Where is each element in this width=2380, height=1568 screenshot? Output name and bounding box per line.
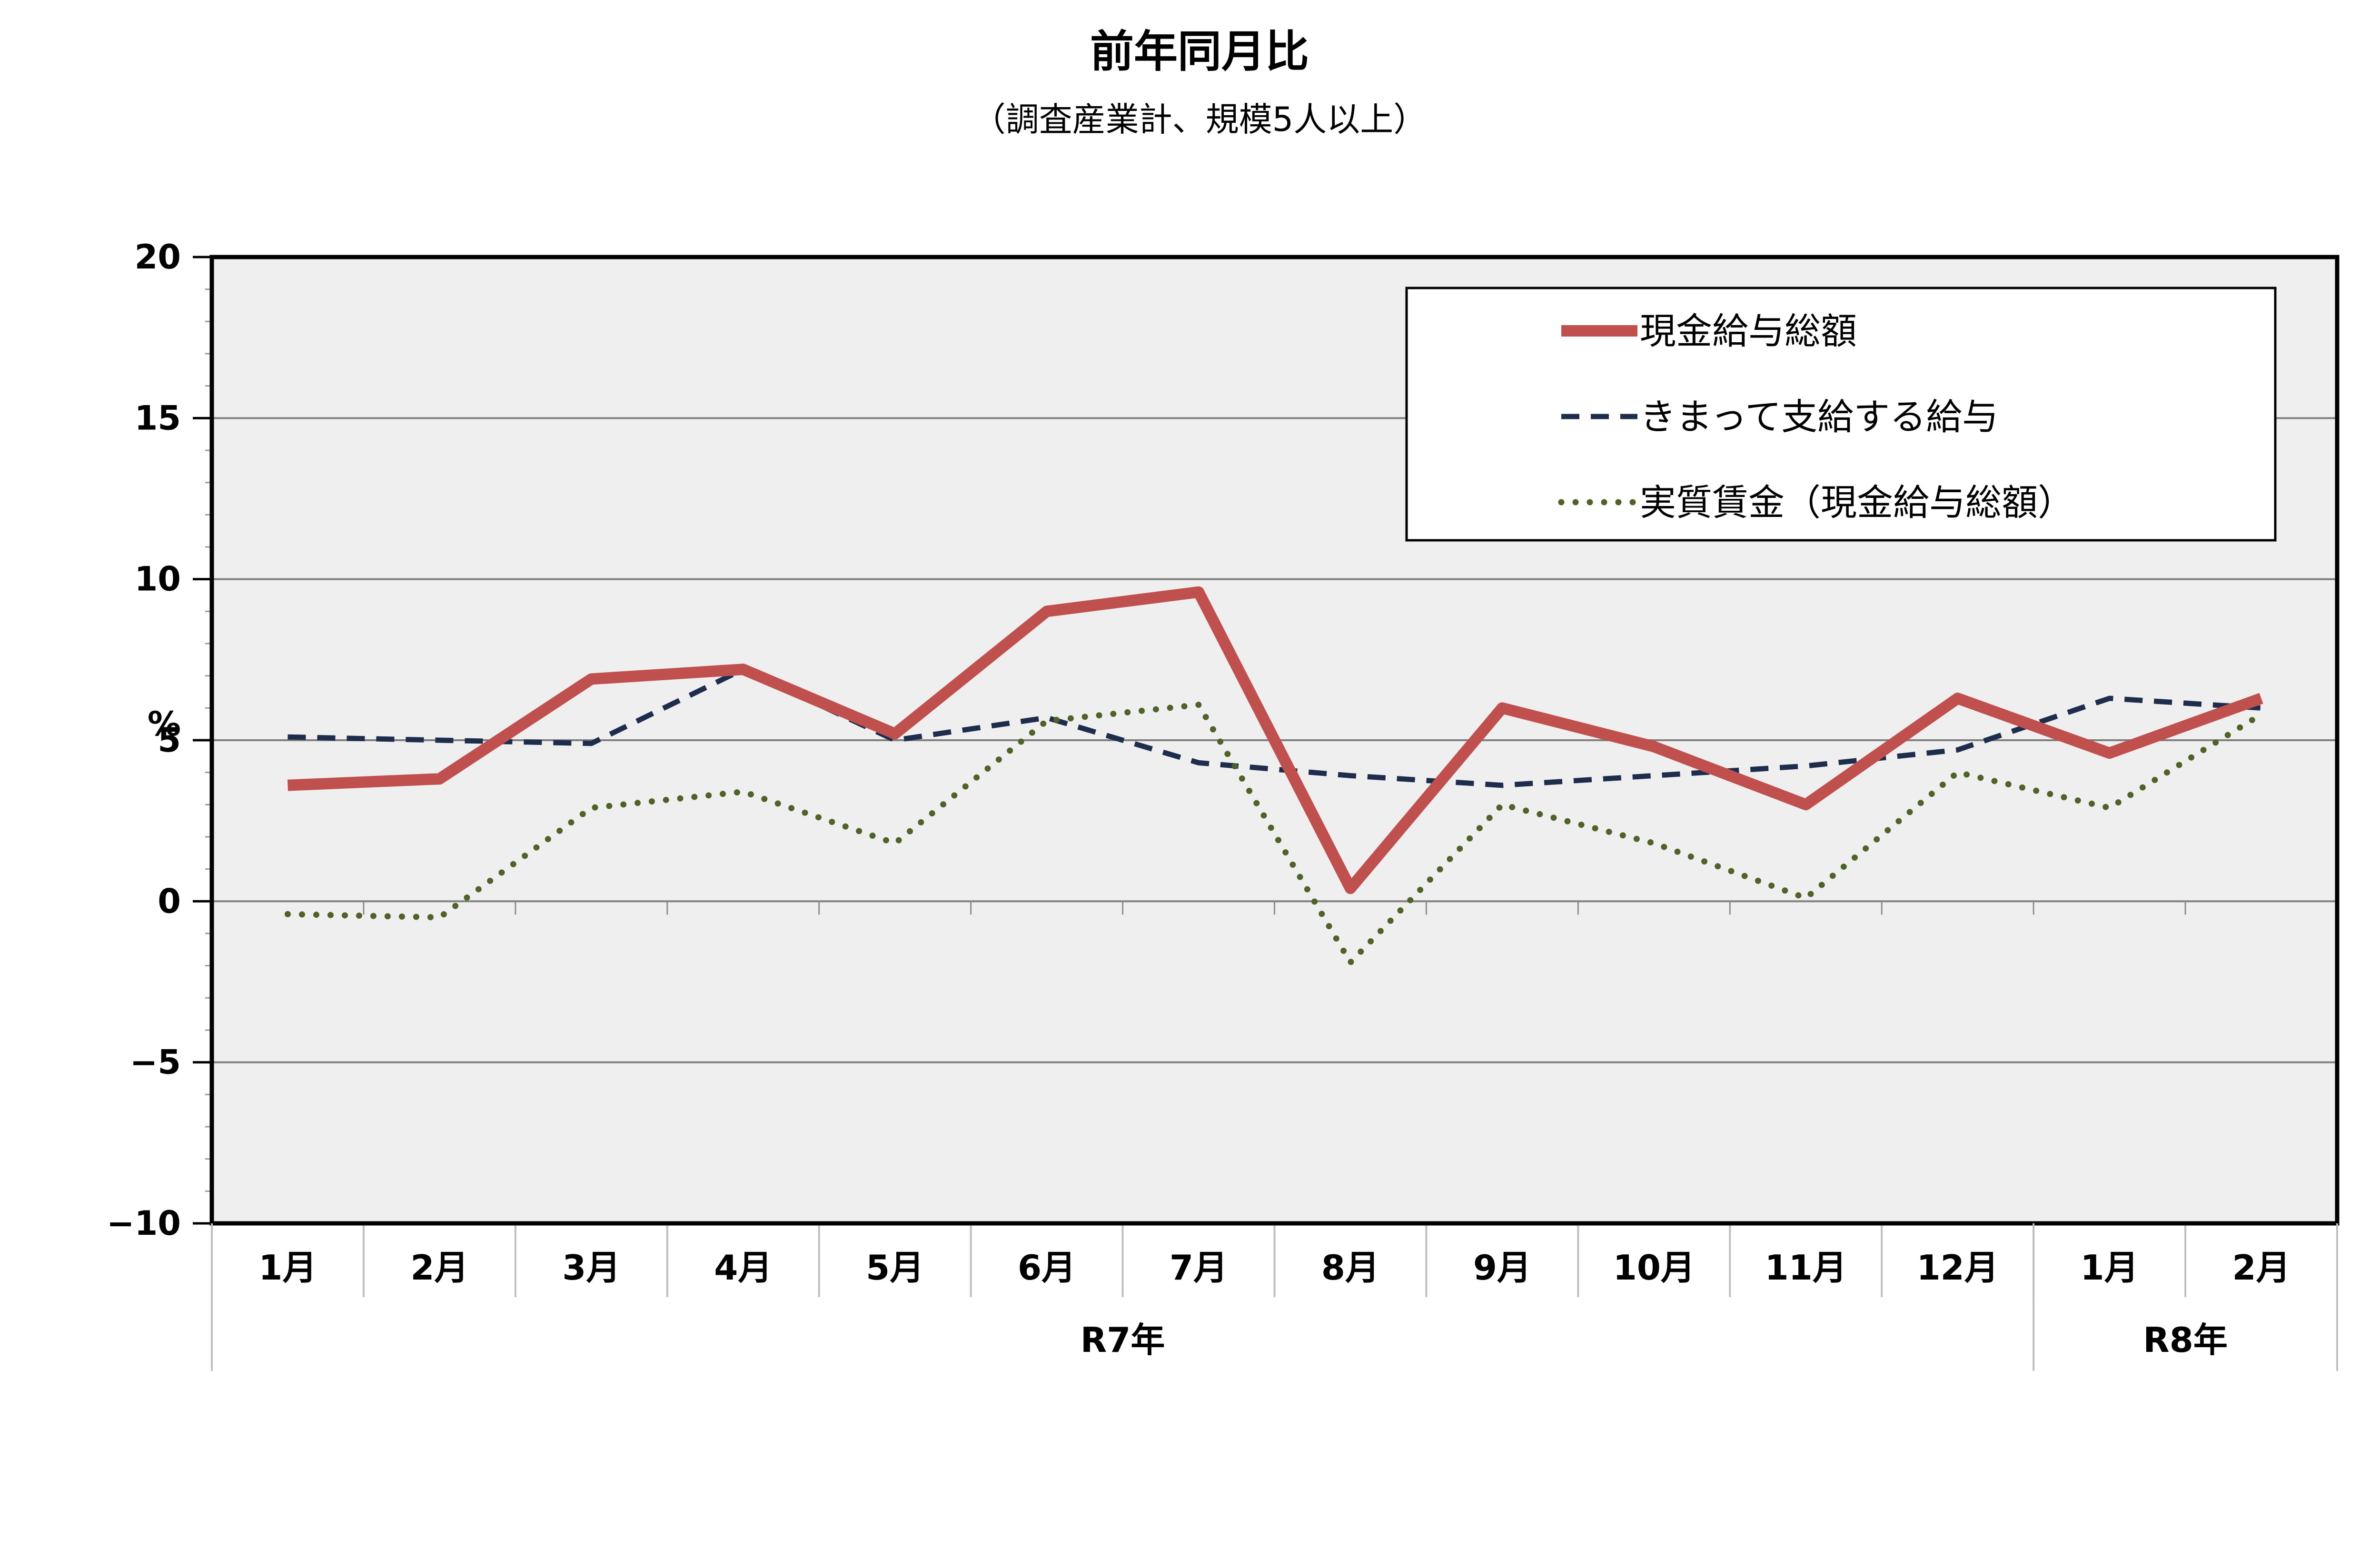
data-point-s1 [287, 785, 288, 786]
legend-label: 実質賃金（現金給与総額） [1640, 481, 2074, 524]
series-layer [284, 586, 2265, 966]
data-point-s1 [2261, 698, 2262, 699]
data-point-s3 [1046, 720, 1047, 721]
data-point-s1 [894, 733, 895, 734]
data-point-s3 [439, 917, 440, 918]
data-point-s3 [1502, 804, 1503, 805]
data-point-s3 [1654, 843, 1655, 844]
data-point-s2 [2109, 698, 2110, 699]
x-tick-label: 12月 [1917, 1248, 1999, 1288]
data-point-s1 [1502, 707, 1503, 708]
y-tick-label: −5 [130, 1043, 181, 1082]
y-tick-label: −10 [107, 1204, 181, 1243]
data-point-s1 [743, 669, 744, 670]
x-tick-label: 2月 [410, 1248, 468, 1288]
data-point-s2 [894, 740, 895, 741]
data-point-s1 [439, 778, 440, 779]
data-point-s2 [1654, 775, 1655, 776]
year-group-label: R7年 [1081, 1320, 1165, 1360]
data-point-s3 [743, 791, 744, 792]
legend-label: 現金給与総額 [1640, 310, 1857, 352]
data-point-s1 [591, 678, 592, 679]
y-tick-label: 10 [135, 560, 181, 599]
data-point-s2 [2261, 707, 2262, 708]
x-tick-label: 1月 [2081, 1248, 2139, 1288]
data-point-s2 [1805, 765, 1806, 766]
data-point-s2 [287, 736, 288, 737]
x-tick-label: 7月 [1170, 1248, 1228, 1288]
series-line-3 [284, 702, 2265, 966]
data-point-s2 [591, 743, 592, 744]
legend-label: きまって支給する給与 [1640, 396, 1998, 438]
data-point-s2 [1046, 717, 1047, 718]
data-point-s1 [1805, 804, 1806, 805]
series-line-1 [287, 586, 2263, 894]
y-tick-label: 20 [135, 238, 181, 277]
plot-border [209, 255, 2340, 1226]
data-point-s3 [1957, 772, 1958, 773]
y-minor-ticks [193, 256, 212, 1225]
data-point-s1 [2109, 753, 2110, 754]
data-point-s1 [1654, 746, 1655, 747]
data-point-s3 [1350, 962, 1351, 963]
x-tick-label: 10月 [1613, 1248, 1695, 1288]
x-tick-label: 3月 [562, 1248, 620, 1288]
y-tick-label: 15 [135, 398, 181, 437]
data-point-s3 [287, 913, 288, 914]
y-tick-label: 0 [158, 882, 181, 921]
chart-subtitle: （調査産業計、規模5人以上） [972, 100, 1427, 139]
year-group-label: R8年 [2143, 1320, 2228, 1360]
chart-title: 前年同月比 [1090, 26, 1309, 77]
data-point-s3 [591, 807, 592, 808]
y-tick-labels: 20 15 10 5 0 −5 −10 [107, 238, 181, 1243]
y-axis-label: % [148, 705, 181, 744]
year-group-labels: R7年 R8年 [211, 1223, 2338, 1371]
data-point-s2 [1350, 775, 1351, 776]
x-tick-label: 2月 [2232, 1248, 2290, 1288]
data-point-s2 [1502, 785, 1503, 786]
data-point-s1 [1957, 698, 1958, 699]
data-point-s3 [894, 843, 895, 844]
data-point-s1 [1198, 592, 1199, 593]
x-tick-label: 4月 [714, 1248, 772, 1288]
x-tick-label: 1月 [258, 1248, 317, 1288]
data-point-s3 [2109, 807, 2110, 808]
legend-box [1405, 287, 2277, 542]
data-point-s2 [1198, 762, 1199, 763]
x-category-labels: 1月 2月 3月 4月 5月 6月 7月 8月 9月 10月 11月 12月 1月 2月 [258, 1248, 2290, 1288]
data-point-s2 [1957, 749, 1958, 750]
data-point-s3 [2261, 714, 2262, 715]
x-tick-label: 9月 [1473, 1248, 1531, 1288]
x-tick-label: 8月 [1321, 1248, 1379, 1288]
x-tick-label: 6月 [1018, 1248, 1076, 1288]
data-point-s2 [439, 740, 440, 741]
x-tick-label: 11月 [1765, 1248, 1847, 1288]
data-point-s1 [1350, 888, 1351, 889]
x-tick-label: 5月 [866, 1248, 924, 1288]
category-separators [362, 901, 2187, 1297]
data-point-s1 [1046, 611, 1047, 612]
y-tick-label: 5 [158, 721, 181, 760]
data-point-s3 [1805, 898, 1806, 899]
series-line-2 [288, 666, 2261, 788]
